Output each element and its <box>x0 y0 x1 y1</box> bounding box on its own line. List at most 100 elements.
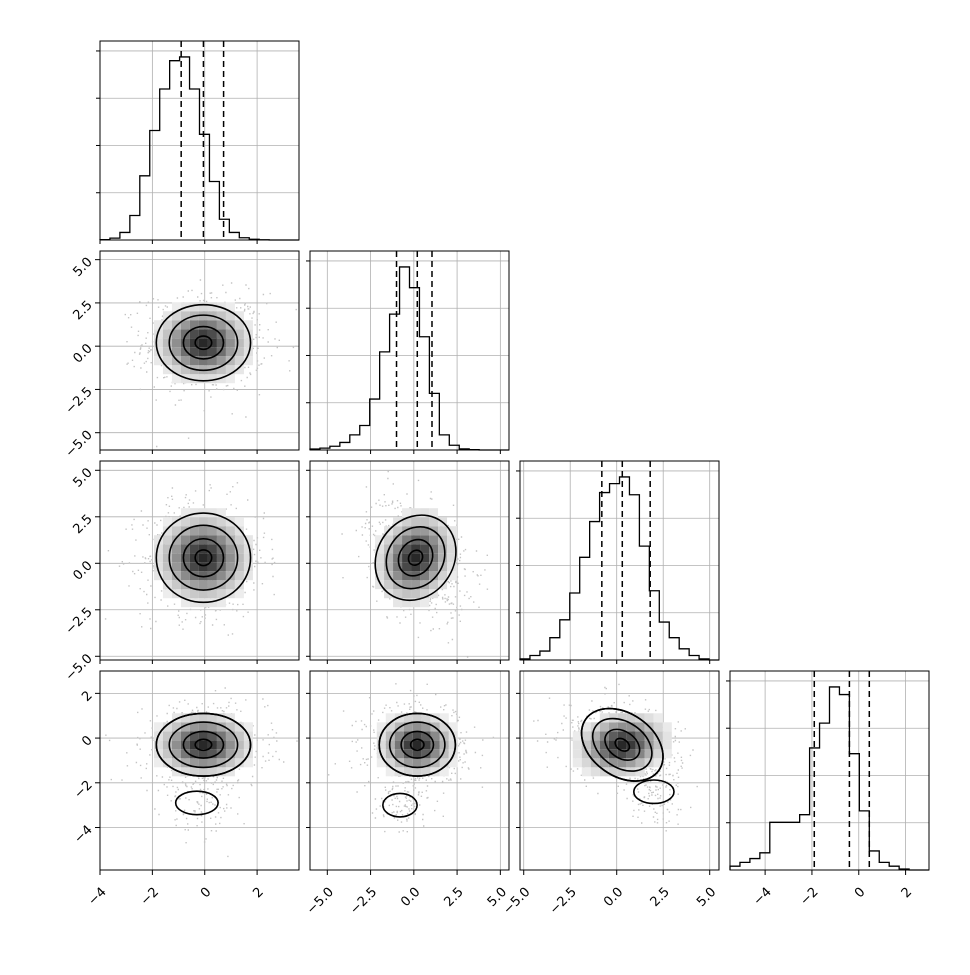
x-axis-tick-label: −2 <box>797 885 821 909</box>
density-cell <box>608 722 618 732</box>
density-cell <box>198 517 208 527</box>
histogram-step-1 <box>309 266 509 451</box>
density-cell <box>189 320 199 330</box>
y-axis-tick-label: 0.0 <box>70 341 95 366</box>
density-cell <box>599 713 609 723</box>
density-cell <box>198 338 208 348</box>
panel-content <box>310 461 509 660</box>
density-cell <box>189 508 199 518</box>
density-cell <box>225 329 235 339</box>
density-cell <box>411 508 421 518</box>
density-cell <box>644 749 654 759</box>
contour-level-3 <box>409 738 425 752</box>
density-cell <box>608 740 618 750</box>
density-cell <box>635 758 645 768</box>
density-cell <box>207 749 217 759</box>
density-cell <box>225 713 235 723</box>
density-cell <box>216 320 226 330</box>
density-cell <box>207 580 217 590</box>
density-cell <box>162 562 172 572</box>
density-cell <box>412 740 422 750</box>
pair-panel-3-2 <box>519 670 720 871</box>
density-cell <box>180 338 190 348</box>
density-cell <box>420 517 430 527</box>
x-axis-tick-label: −5.0 <box>304 885 337 918</box>
density-cell <box>207 329 217 339</box>
panel-content <box>520 671 719 870</box>
contour-level-0 <box>155 303 252 382</box>
density-cell <box>225 758 235 768</box>
density-cell <box>608 767 618 777</box>
y-axis-tick-label: −2.5 <box>63 605 96 638</box>
density-cell <box>608 731 618 741</box>
density-cell <box>216 722 226 732</box>
density-cell <box>403 767 413 777</box>
density-cell <box>216 758 226 768</box>
density-cell <box>590 749 600 759</box>
density-cell <box>216 517 226 527</box>
contour-level-3 <box>614 737 631 752</box>
density-cell <box>198 320 208 330</box>
density-cell <box>412 722 422 732</box>
density-cell <box>171 347 181 357</box>
pair-panel-1-0 <box>99 250 300 451</box>
density-cell <box>225 562 235 572</box>
density-cell <box>189 722 199 732</box>
contour-level-1 <box>388 721 446 769</box>
density-cell <box>189 302 199 312</box>
contour-level-3 <box>194 549 213 567</box>
density-cell <box>171 767 181 777</box>
density-cell <box>448 740 458 750</box>
density-cell <box>216 365 226 375</box>
density-cell <box>162 731 172 741</box>
density-cell <box>447 526 457 536</box>
density-cell <box>234 338 244 348</box>
density-cell <box>162 356 172 366</box>
density-cell <box>216 553 226 563</box>
density-cell <box>216 347 226 357</box>
density-cell <box>225 722 235 732</box>
density-cell <box>403 740 413 750</box>
density-cell <box>171 544 181 554</box>
density-cell <box>429 535 439 545</box>
density-cell <box>384 562 394 572</box>
contour-level-3 <box>407 549 424 566</box>
hist-panel-1 <box>306 250 510 451</box>
density-cell <box>243 758 253 768</box>
density-cell <box>393 526 403 536</box>
density-cell <box>216 311 226 321</box>
density-cell <box>189 589 199 599</box>
contour-level-1 <box>385 526 446 590</box>
contour-level-3 <box>194 738 213 752</box>
density-cell <box>225 311 235 321</box>
density-cell <box>180 731 190 741</box>
contour-level-1 <box>168 524 239 591</box>
density-cell <box>162 749 172 759</box>
density-cell <box>243 320 253 330</box>
density-cell <box>385 722 395 732</box>
density-cell <box>412 758 422 768</box>
density-cell <box>171 526 181 536</box>
density-cell <box>447 544 457 554</box>
density-cell <box>376 722 386 732</box>
hist-frame-0 <box>99 40 300 241</box>
density-cell <box>421 731 431 741</box>
density-cell <box>189 562 199 572</box>
density-cell <box>180 740 190 750</box>
density-cell <box>402 544 412 554</box>
density-cell <box>402 598 412 608</box>
density-cell <box>198 302 208 312</box>
density-cell <box>626 722 636 732</box>
density-cell <box>225 347 235 357</box>
density-cell <box>234 544 244 554</box>
density-cell <box>189 758 199 768</box>
density-cell <box>216 356 226 366</box>
contour-level-2 <box>400 730 435 759</box>
density-cell <box>385 767 395 777</box>
density-cell <box>439 731 449 741</box>
density-cell <box>402 553 412 563</box>
density-cell <box>662 731 672 741</box>
density-cell <box>153 347 163 357</box>
density-cell <box>412 767 422 777</box>
density-cell <box>402 517 412 527</box>
